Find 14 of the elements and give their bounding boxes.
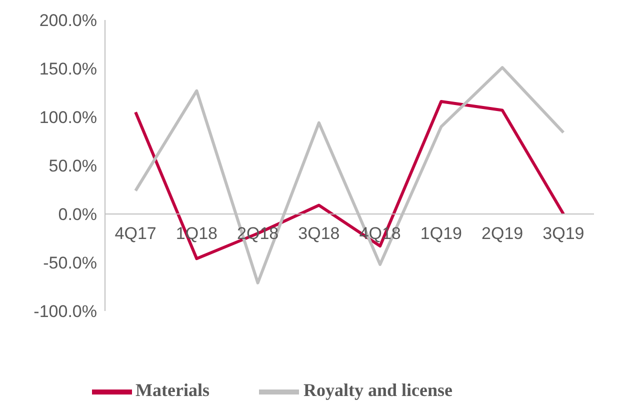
- x-tick-label: 3Q18: [298, 224, 340, 243]
- y-tick-label: 100.0%: [39, 108, 97, 128]
- y-tick-label: 200.0%: [39, 11, 97, 30]
- legend-label: Royalty and license: [303, 380, 452, 400]
- y-tick-label: 150.0%: [39, 60, 97, 79]
- y-tick-label: -100.0%: [34, 302, 97, 322]
- x-tick-label: 4Q17: [114, 224, 156, 243]
- x-tick-label: 3Q19: [542, 224, 584, 243]
- legend-label: Materials: [136, 380, 210, 400]
- y-tick-label: 50.0%: [48, 156, 97, 176]
- x-tick-label: 2Q19: [482, 224, 524, 243]
- y-tick-label: -50.0%: [43, 254, 97, 273]
- y-tick-label: 0.0%: [58, 205, 97, 224]
- x-tick-label: 1Q19: [420, 224, 462, 243]
